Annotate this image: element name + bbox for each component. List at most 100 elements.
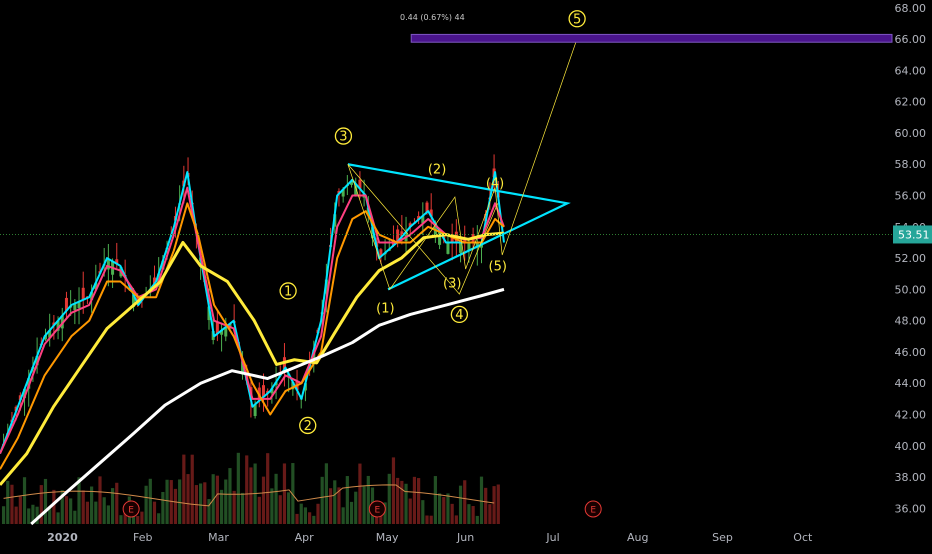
volume-bar <box>312 515 316 524</box>
x-tick-label: Jul <box>545 531 559 544</box>
candle-body <box>152 277 156 284</box>
y-tick-label: 52.00 <box>895 252 927 265</box>
y-tick-label: 36.00 <box>895 502 927 515</box>
wave-label: (5) <box>489 259 507 274</box>
candle-body <box>291 382 295 390</box>
volume-bar <box>471 506 475 524</box>
volume-bar <box>173 488 178 524</box>
candle-body <box>350 180 354 185</box>
volume-bar <box>22 477 27 524</box>
candle-body <box>77 301 81 309</box>
volume-bar <box>308 512 312 524</box>
volume-bar <box>282 463 287 524</box>
volume-bar <box>119 515 123 524</box>
y-tick-label: 66.00 <box>895 33 927 46</box>
volume-bar <box>421 500 425 524</box>
earnings-marker[interactable] <box>368 500 386 518</box>
volume-bar <box>165 479 169 524</box>
volume-bar <box>383 502 387 524</box>
wave-label: 4 <box>455 308 463 323</box>
y-tick-label: 62.00 <box>895 96 927 109</box>
volume-bar <box>492 486 496 524</box>
last-price-tag <box>893 225 932 244</box>
volume-bars <box>1 452 500 524</box>
trendline-1[interactable] <box>347 35 579 291</box>
wave-label-circle <box>450 305 469 324</box>
volume-bar <box>102 497 106 524</box>
y-tick-label: 48.00 <box>895 315 927 328</box>
volume-bar <box>144 485 148 524</box>
candle-body <box>425 202 429 213</box>
earnings-marker[interactable] <box>584 500 602 518</box>
volume-bar <box>219 489 224 524</box>
volume-bar <box>488 504 492 524</box>
candle-body <box>241 361 245 375</box>
x-tick-label: May <box>376 531 399 544</box>
volume-bar <box>190 454 194 524</box>
volume-bar <box>140 511 144 524</box>
earnings-marker[interactable] <box>122 500 140 518</box>
volume-bar <box>31 504 35 524</box>
candle-body <box>56 320 60 331</box>
volume-bar <box>404 483 408 524</box>
volume-bar <box>463 480 467 524</box>
volume-bar <box>228 468 232 524</box>
volume-bar <box>467 504 471 524</box>
volume-bar <box>73 510 77 524</box>
volume-bar <box>299 503 303 524</box>
y-tick-label: 46.00 <box>895 346 927 359</box>
candle-body <box>417 216 421 220</box>
volume-bar <box>245 455 249 524</box>
volume-bar <box>475 515 479 524</box>
x-tick-label: Oct <box>793 531 813 544</box>
volume-bar <box>157 513 161 524</box>
trendline-2[interactable] <box>347 164 499 295</box>
candle-body <box>408 223 412 227</box>
volume-bar <box>182 454 186 524</box>
x-tick-label: Feb <box>133 531 152 544</box>
wave-label: (1) <box>376 302 394 317</box>
volume-bar <box>249 467 253 524</box>
candle-body <box>64 297 68 311</box>
wave-label-circle <box>299 416 317 435</box>
volume-bar <box>270 488 274 524</box>
time-axis: 2020 Feb Mar Apr May Jun Jul Aug Sep Oct <box>47 531 813 544</box>
volume-bar <box>52 489 56 524</box>
volume-bar <box>324 463 328 524</box>
trendlines <box>347 35 579 295</box>
volume-bar <box>316 503 320 524</box>
volume-bar <box>48 506 52 524</box>
volume-bar <box>320 476 324 524</box>
ma-line-1 <box>0 186 505 455</box>
wave-label: 2 <box>304 419 312 434</box>
volume-bar <box>496 484 500 524</box>
target-zone-rect[interactable] <box>410 33 893 43</box>
volume-bar <box>64 496 69 524</box>
volume-bar <box>362 486 366 524</box>
volume-bar <box>69 498 73 524</box>
trendline-0[interactable] <box>347 163 571 291</box>
volume-bar <box>115 482 119 524</box>
candle-body <box>23 389 27 399</box>
price-axis: 68.0066.0064.0062.0060.0058.0056.0054.00… <box>0 2 932 515</box>
x-tick-label: Apr <box>295 531 315 544</box>
candle-body <box>73 303 77 311</box>
volume-bar <box>278 495 282 524</box>
volume-bar <box>232 490 236 524</box>
volume-bar <box>417 478 421 524</box>
volume-bar <box>186 474 190 524</box>
volume-bar <box>123 510 127 524</box>
candle-body <box>341 189 345 197</box>
candle-body <box>94 282 98 290</box>
volume-bar <box>442 497 446 524</box>
volume-bar <box>295 513 299 524</box>
x-tick-label: 2020 <box>47 531 78 544</box>
volume-bar <box>446 493 450 524</box>
ma-line-4 <box>30 287 505 526</box>
volume-bar <box>1 506 6 524</box>
volume-bar <box>207 499 211 524</box>
candle-body <box>215 322 219 334</box>
candle-body <box>467 242 471 251</box>
